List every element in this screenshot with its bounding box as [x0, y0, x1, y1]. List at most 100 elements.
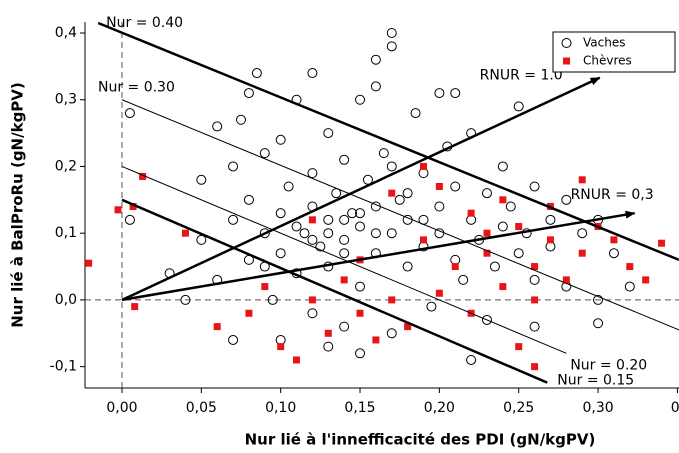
cow-point [251, 68, 262, 79]
cow-point [529, 274, 540, 285]
cow-point [545, 214, 556, 225]
goat-point [562, 276, 570, 284]
cow-point [466, 354, 477, 365]
cow-point [283, 181, 294, 192]
cow-point [355, 208, 366, 219]
reference-label: Nur = 0.20 [570, 357, 647, 373]
reference-label: RNUR = 0,3 [571, 187, 654, 203]
cow-point [307, 168, 318, 179]
goat-point [578, 176, 586, 184]
legend-label: Vaches [583, 36, 625, 50]
goat-point [129, 203, 137, 211]
cow-point [339, 248, 350, 259]
cow-point [323, 214, 334, 225]
cow-point [339, 234, 350, 245]
goat-point [404, 323, 412, 331]
cow-point [418, 168, 429, 179]
x-tick-label: 0, [671, 400, 679, 416]
cow-point [386, 228, 397, 239]
cow-point [315, 241, 326, 252]
goat-point [85, 259, 93, 267]
cow-point [339, 321, 350, 332]
cow-point [124, 214, 135, 225]
cow-point [228, 161, 239, 172]
cow-point [196, 234, 207, 245]
goat-point [515, 343, 523, 351]
cow-point [124, 108, 135, 119]
goat-point [658, 239, 666, 247]
cow-point [323, 341, 334, 352]
cow-point [497, 161, 508, 172]
cow-point [355, 281, 366, 292]
cow-point [386, 28, 397, 39]
reference-line [121, 166, 567, 354]
reference-line [121, 76, 601, 302]
cow-point [307, 308, 318, 319]
goat-point [245, 309, 253, 317]
y-tick-label: 0,2 [55, 158, 77, 174]
cow-point [458, 274, 469, 285]
goat-point [340, 276, 348, 284]
cow-point [370, 54, 381, 65]
reference-line [121, 210, 636, 302]
goat-point [356, 309, 364, 317]
goat-point [131, 303, 139, 311]
cow-point [347, 208, 358, 219]
goat-point [531, 263, 539, 271]
cow-point [259, 148, 270, 159]
cow-point [593, 318, 604, 329]
y-tick-label: 0,1 [55, 225, 77, 241]
goat-point [515, 223, 523, 231]
x-tick-label: 0,25 [503, 400, 534, 416]
cow-point [505, 201, 516, 212]
x-tick-label: 0,00 [106, 400, 137, 416]
legend-marker [563, 57, 570, 65]
x-tick-label: 0,15 [344, 400, 375, 416]
goat-point [388, 296, 396, 304]
goat-point [181, 229, 189, 237]
cow-point [497, 221, 508, 232]
cow-point [275, 334, 286, 345]
goat-point [293, 356, 301, 364]
cow-point [529, 181, 540, 192]
goat-point [435, 182, 443, 190]
cow-point [307, 68, 318, 79]
cow-point [355, 221, 366, 232]
y-tick-label: 0,3 [55, 92, 77, 108]
goat-point [467, 209, 475, 217]
reference-line [97, 21, 679, 262]
goat-point [435, 289, 443, 297]
goat-point [451, 263, 459, 271]
goat-point [372, 336, 380, 344]
goat-point [578, 249, 586, 257]
cow-point [394, 194, 405, 205]
cow-point [355, 94, 366, 105]
cow-point [291, 221, 302, 232]
cow-point [624, 281, 635, 292]
goat-point [531, 296, 539, 304]
goat-point [213, 323, 221, 331]
goat-point [499, 196, 507, 204]
cow-point [489, 261, 500, 272]
cow-point [545, 241, 556, 252]
cow-point [275, 248, 286, 259]
x-tick-label: 0,30 [582, 400, 613, 416]
goat-point [277, 343, 285, 351]
cow-point [196, 174, 207, 185]
goat-point [388, 189, 396, 197]
legend-box [552, 31, 676, 73]
goat-point [324, 329, 332, 337]
cow-point [228, 334, 239, 345]
goat-point [626, 263, 634, 271]
goat-point [483, 229, 491, 237]
cow-point [561, 194, 572, 205]
cow-point [410, 108, 421, 119]
goat-point [499, 283, 507, 291]
x-tick-label: 0,20 [424, 400, 455, 416]
cow-point [243, 194, 254, 205]
cow-point [267, 294, 278, 305]
cow-point [235, 114, 246, 125]
cow-point [370, 81, 381, 92]
cow-point [402, 261, 413, 272]
cow-point [434, 88, 445, 99]
